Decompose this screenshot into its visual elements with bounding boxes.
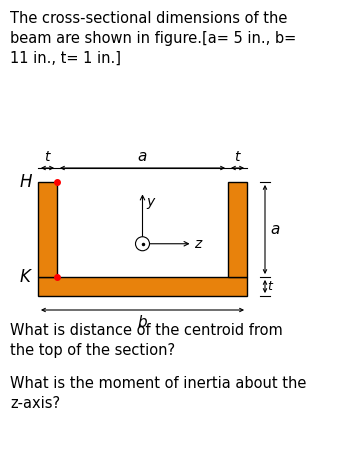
Circle shape (135, 237, 149, 251)
Text: The cross-sectional dimensions of the
beam are shown in figure.[a= 5 in., b=
11 : The cross-sectional dimensions of the be… (10, 11, 296, 66)
Text: $b$: $b$ (137, 314, 148, 330)
Text: $t$: $t$ (43, 150, 51, 164)
Text: $y$: $y$ (147, 196, 157, 211)
Bar (38, 277, 247, 296)
Bar (228, 182, 247, 277)
Text: $z$: $z$ (195, 237, 204, 251)
Bar (38, 182, 57, 277)
Text: $K$: $K$ (19, 268, 33, 286)
Text: $H$: $H$ (19, 173, 33, 191)
Text: $t$: $t$ (267, 280, 274, 293)
Text: $a$: $a$ (270, 222, 280, 237)
Text: What is the moment of inertia about the
z-axis?: What is the moment of inertia about the … (10, 376, 306, 411)
Text: What is distance of the centroid from
the top of the section?: What is distance of the centroid from th… (10, 323, 283, 358)
Text: $a$: $a$ (137, 149, 148, 164)
Text: $t$: $t$ (233, 150, 242, 164)
